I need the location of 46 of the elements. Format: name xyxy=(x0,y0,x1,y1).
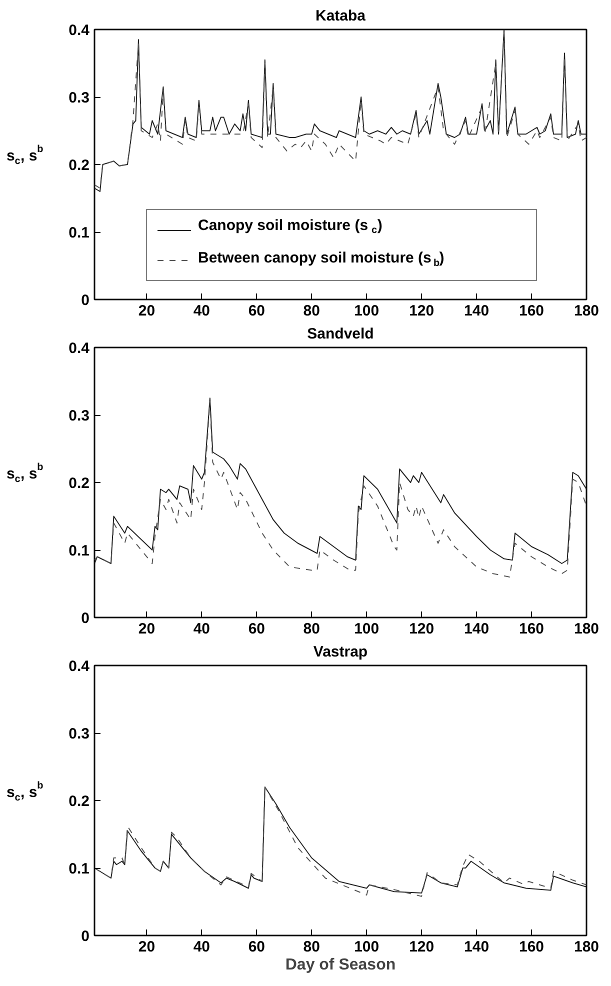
x-tick-label: 100 xyxy=(354,620,380,638)
x-tick-label: 180 xyxy=(574,620,600,638)
y-tick-label: 0.2 xyxy=(68,793,90,810)
x-tick-label: 120 xyxy=(409,302,434,320)
x-tick-label: 60 xyxy=(248,938,266,956)
x-axis-title: Day of Season xyxy=(285,956,396,974)
chart-title: Kataba xyxy=(315,8,366,24)
x-tick-label: 80 xyxy=(303,620,320,638)
x-tick-label: 60 xyxy=(248,302,266,320)
x-tick-label: 180 xyxy=(574,302,600,320)
x-tick-label: 40 xyxy=(193,938,210,956)
y-tick-label: 0 xyxy=(81,928,90,945)
x-tick-label: 120 xyxy=(409,620,434,638)
y-tick-label: 0.1 xyxy=(68,860,90,878)
y-tick-label: 0 xyxy=(81,610,90,627)
x-tick-label: 140 xyxy=(464,620,490,638)
y-tick-label: 0.4 xyxy=(68,340,90,357)
y-tick-label: 0.3 xyxy=(68,408,90,424)
x-tick-label: 20 xyxy=(138,620,156,638)
x-tick-label: 120 xyxy=(409,938,434,956)
x-tick-label: 20 xyxy=(138,302,156,320)
x-tick-label: 60 xyxy=(248,620,266,638)
x-tick-label: 180 xyxy=(574,938,600,956)
x-tick-label: 40 xyxy=(193,620,210,638)
y-tick-label: 0.3 xyxy=(68,726,90,742)
x-tick-label: 160 xyxy=(519,620,544,638)
x-tick-label: 160 xyxy=(519,302,544,320)
y-tick-label: 0.1 xyxy=(68,542,90,560)
x-tick-label: 160 xyxy=(519,938,544,956)
y-tick-label: 0.3 xyxy=(68,90,90,106)
y-tick-label: 0.1 xyxy=(68,224,90,242)
x-tick-label: 80 xyxy=(303,938,320,956)
chart-title: Sandveld xyxy=(307,326,374,342)
x-tick-label: 140 xyxy=(464,938,490,956)
y-tick-label: 0.4 xyxy=(68,22,90,39)
x-tick-label: 80 xyxy=(303,302,320,320)
x-tick-label: 100 xyxy=(354,938,380,956)
x-tick-label: 20 xyxy=(138,938,156,956)
y-tick-label: 0 xyxy=(81,292,90,309)
y-tick-label: 0.4 xyxy=(68,658,90,675)
x-tick-label: 100 xyxy=(354,302,380,320)
x-tick-label: 140 xyxy=(464,302,490,320)
y-tick-label: 0.2 xyxy=(68,475,90,492)
chart-title: Vastrap xyxy=(313,644,368,660)
x-tick-label: 40 xyxy=(193,302,210,320)
y-tick-label: 0.2 xyxy=(68,157,90,174)
